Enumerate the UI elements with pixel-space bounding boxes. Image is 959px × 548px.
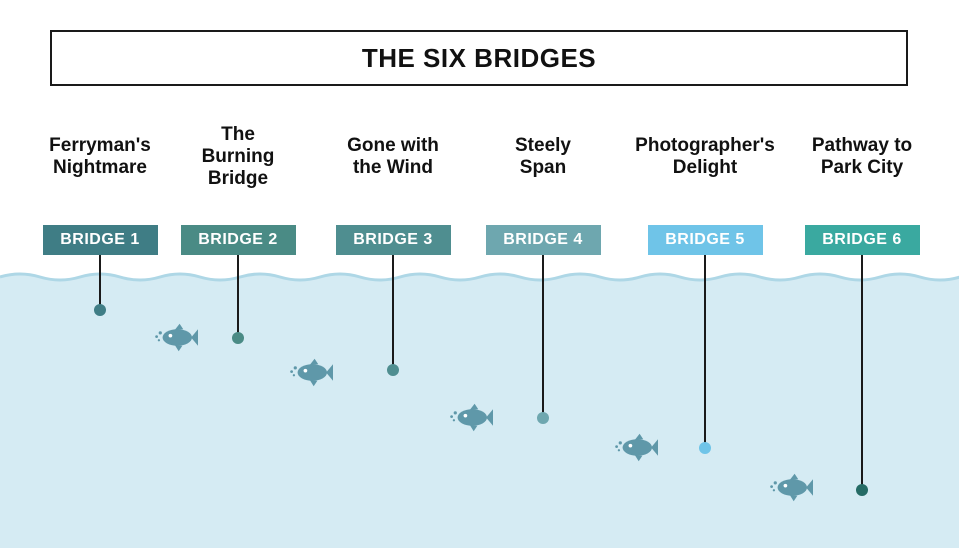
depth-dot — [699, 442, 711, 454]
bridge-label: BRIDGE 4 — [486, 225, 601, 255]
bridge-label: BRIDGE 1 — [43, 225, 158, 255]
bridge-nickname: Pathway to Park City — [782, 135, 942, 179]
bridge-nickname: Steely Span — [463, 135, 623, 179]
infographic-stage: THE SIX BRIDGES Ferryman's Nightmare BRID… — [0, 0, 959, 548]
bridge-label: BRIDGE 3 — [336, 225, 451, 255]
bridge-nickname: The Burning Bridge — [158, 124, 318, 190]
depth-line — [392, 255, 394, 370]
depth-dot — [94, 304, 106, 316]
title-box: THE SIX BRIDGES — [50, 30, 908, 86]
depth-line — [704, 255, 706, 448]
fish-icon — [767, 474, 813, 507]
fish-icon — [447, 404, 493, 437]
bridge-label: BRIDGE 6 — [805, 225, 920, 255]
depth-dot — [856, 484, 868, 496]
fish-icon — [287, 359, 333, 392]
depth-dot — [387, 364, 399, 376]
fish-icon — [612, 434, 658, 467]
depth-line — [542, 255, 544, 418]
depth-line — [861, 255, 863, 490]
depth-dot — [232, 332, 244, 344]
bridge-label: BRIDGE 5 — [648, 225, 763, 255]
depth-dot — [537, 412, 549, 424]
depth-line — [237, 255, 239, 338]
fish-icon — [152, 324, 198, 357]
title-text: THE SIX BRIDGES — [362, 43, 596, 74]
bridge-label: BRIDGE 2 — [181, 225, 296, 255]
bridge-nickname: Photographer's Delight — [625, 135, 785, 179]
depth-line — [99, 255, 101, 310]
bridge-nickname: Gone with the Wind — [313, 135, 473, 179]
bridge-nickname: Ferryman's Nightmare — [20, 135, 180, 179]
